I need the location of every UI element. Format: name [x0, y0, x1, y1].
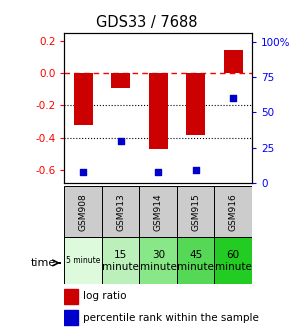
Bar [177, 237, 214, 284]
Text: log ratio: log ratio [83, 291, 127, 301]
Bar [139, 237, 177, 284]
Text: 5 minute: 5 minute [66, 256, 100, 266]
Bar [74, 73, 93, 125]
Bar [64, 289, 78, 303]
Text: time: time [30, 258, 56, 268]
Point [156, 169, 161, 174]
Bar [102, 237, 139, 284]
Bar [177, 186, 214, 237]
Text: GSM915: GSM915 [191, 193, 200, 231]
Text: GSM908: GSM908 [79, 193, 88, 231]
Bar [224, 50, 243, 73]
Text: 45
minute: 45 minute [177, 250, 214, 272]
Text: GSM914: GSM914 [154, 193, 163, 231]
Bar [64, 186, 102, 237]
Text: GSM913: GSM913 [116, 193, 125, 231]
Bar [214, 237, 252, 284]
Text: GSM916: GSM916 [229, 193, 238, 231]
Bar [102, 186, 139, 237]
Bar [186, 73, 205, 135]
Text: percentile rank within the sample: percentile rank within the sample [83, 313, 259, 323]
Point [81, 169, 86, 174]
Point [231, 95, 236, 101]
Text: GDS33 / 7688: GDS33 / 7688 [96, 15, 197, 30]
Bar [64, 310, 78, 325]
Bar [111, 73, 130, 88]
Bar [149, 73, 168, 149]
Text: 60
minute: 60 minute [215, 250, 252, 272]
Point [193, 168, 198, 173]
Point [118, 138, 123, 143]
Bar [64, 237, 102, 284]
Bar [214, 186, 252, 237]
Text: 30
minute: 30 minute [140, 250, 177, 272]
Bar [139, 186, 177, 237]
Text: 15
minute: 15 minute [102, 250, 139, 272]
